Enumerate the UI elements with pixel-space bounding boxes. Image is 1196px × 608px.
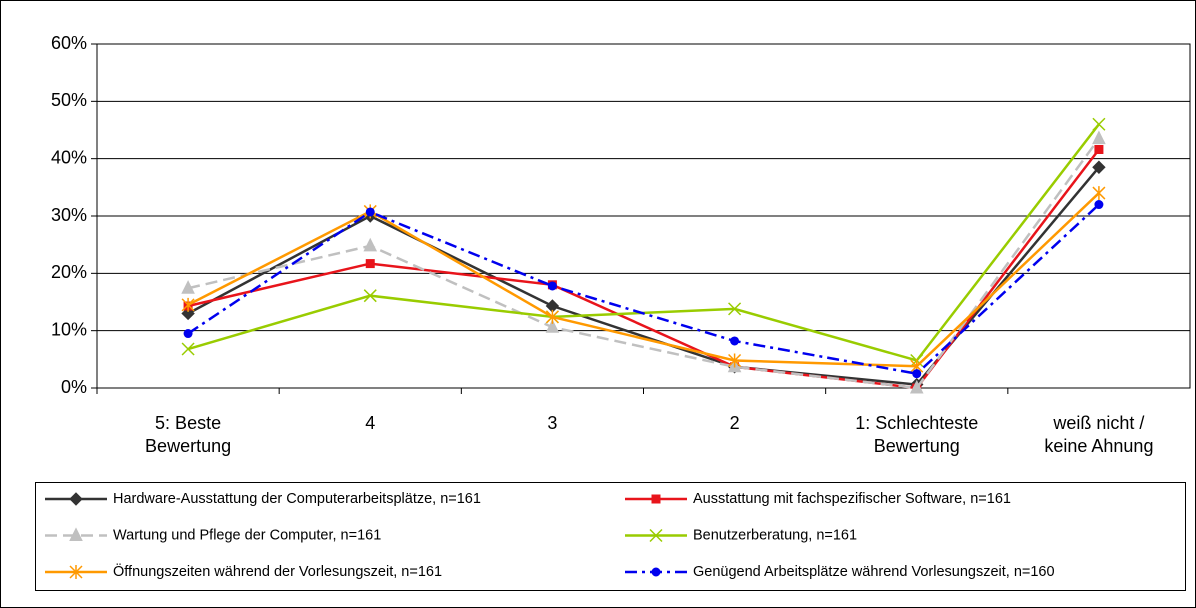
marker [651, 567, 661, 577]
marker [730, 336, 740, 346]
y-tick-label: 20% [51, 262, 87, 282]
marker [365, 207, 375, 217]
x-tick-label: weiß nicht / keine Ahnung [1044, 413, 1153, 456]
marker [728, 302, 742, 316]
x-tick-label: 1: Schlechteste Bewertung [855, 413, 978, 456]
legend-label: Wartung und Pflege der Computer, n=161 [113, 527, 381, 543]
marker [363, 289, 377, 303]
y-tick-label: 10% [51, 319, 87, 339]
y-tick-label: 50% [51, 90, 87, 110]
legend-box [35, 482, 1186, 591]
marker [181, 280, 195, 294]
marker [363, 237, 378, 252]
marker [1092, 186, 1106, 201]
marker [181, 297, 195, 312]
y-tick-label: 30% [51, 205, 87, 225]
legend-label: Öffnungszeiten während der Vorlesungszei… [113, 562, 442, 580]
marker [365, 259, 375, 269]
marker [1094, 144, 1104, 154]
marker [1092, 160, 1106, 174]
marker [545, 319, 560, 333]
legend-label: Hardware-Ausstattung der Computerarbeits… [113, 491, 481, 507]
series-line [187, 137, 1100, 390]
marker [69, 565, 83, 579]
marker [651, 494, 661, 504]
marker [1094, 200, 1104, 210]
marker [183, 329, 193, 339]
x-tick-label: 2 [730, 413, 740, 433]
marker [181, 342, 195, 356]
marker [545, 309, 559, 324]
y-tick-label: 40% [51, 147, 87, 167]
marker [69, 527, 83, 541]
marker [69, 492, 83, 506]
x-tick-label: 5: Beste Bewertung [145, 413, 231, 456]
legend-label: Genügend Arbeitsplätze während Vorlesung… [693, 564, 1055, 580]
series-line [187, 203, 1100, 376]
marker [649, 528, 663, 543]
marker [547, 281, 557, 291]
legend-label: Benutzerberatung, n=161 [693, 527, 857, 543]
x-tick-label: 4 [365, 413, 375, 433]
legend-label: Ausstattung mit fachspezifischer Softwar… [693, 491, 1011, 507]
marker [1092, 117, 1106, 131]
marker [912, 369, 922, 379]
y-tick-label: 60% [51, 33, 87, 53]
series-line [187, 192, 1100, 368]
marker [1092, 130, 1106, 145]
y-tick-label: 0% [61, 377, 87, 397]
series-line [187, 148, 1100, 390]
x-tick-label: 3 [547, 413, 557, 433]
marker [909, 379, 924, 394]
marker [728, 353, 742, 368]
